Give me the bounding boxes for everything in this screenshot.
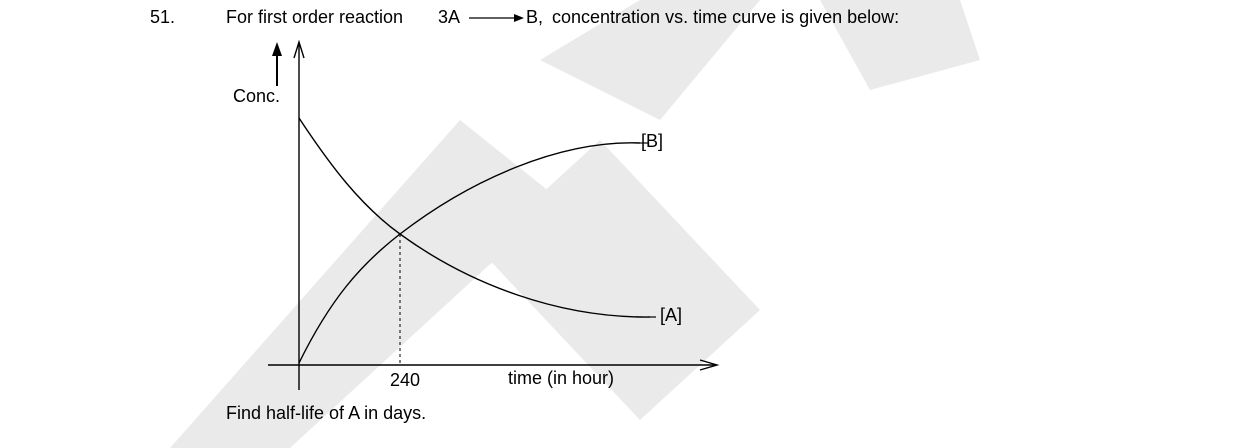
watermark [170, 0, 980, 448]
x-axis-label: time (in hour) [508, 368, 614, 388]
conc-arrowhead [272, 42, 282, 56]
product: B, [526, 7, 543, 27]
y-axis-arrow [293, 39, 305, 59]
reaction-arrow [469, 14, 524, 22]
diagram: Conc. [B] [A] 240 time (in hour) [233, 39, 720, 390]
x-axis-arrow [699, 359, 720, 371]
curve-label: [B] [641, 131, 663, 151]
curve-label: [A] [660, 305, 682, 325]
y-axis-label: Conc. [233, 86, 280, 106]
question-prompt: Find half-life of A in days. [226, 403, 426, 423]
question-text: For first order reaction [226, 7, 403, 27]
curve-a [298, 117, 651, 318]
curve-b [298, 142, 641, 364]
x-tick-label: 240 [390, 370, 420, 390]
question-number: 51. [150, 7, 175, 27]
question-text: concentration vs. time curve is given be… [552, 7, 899, 27]
reactant: 3A [438, 7, 460, 27]
